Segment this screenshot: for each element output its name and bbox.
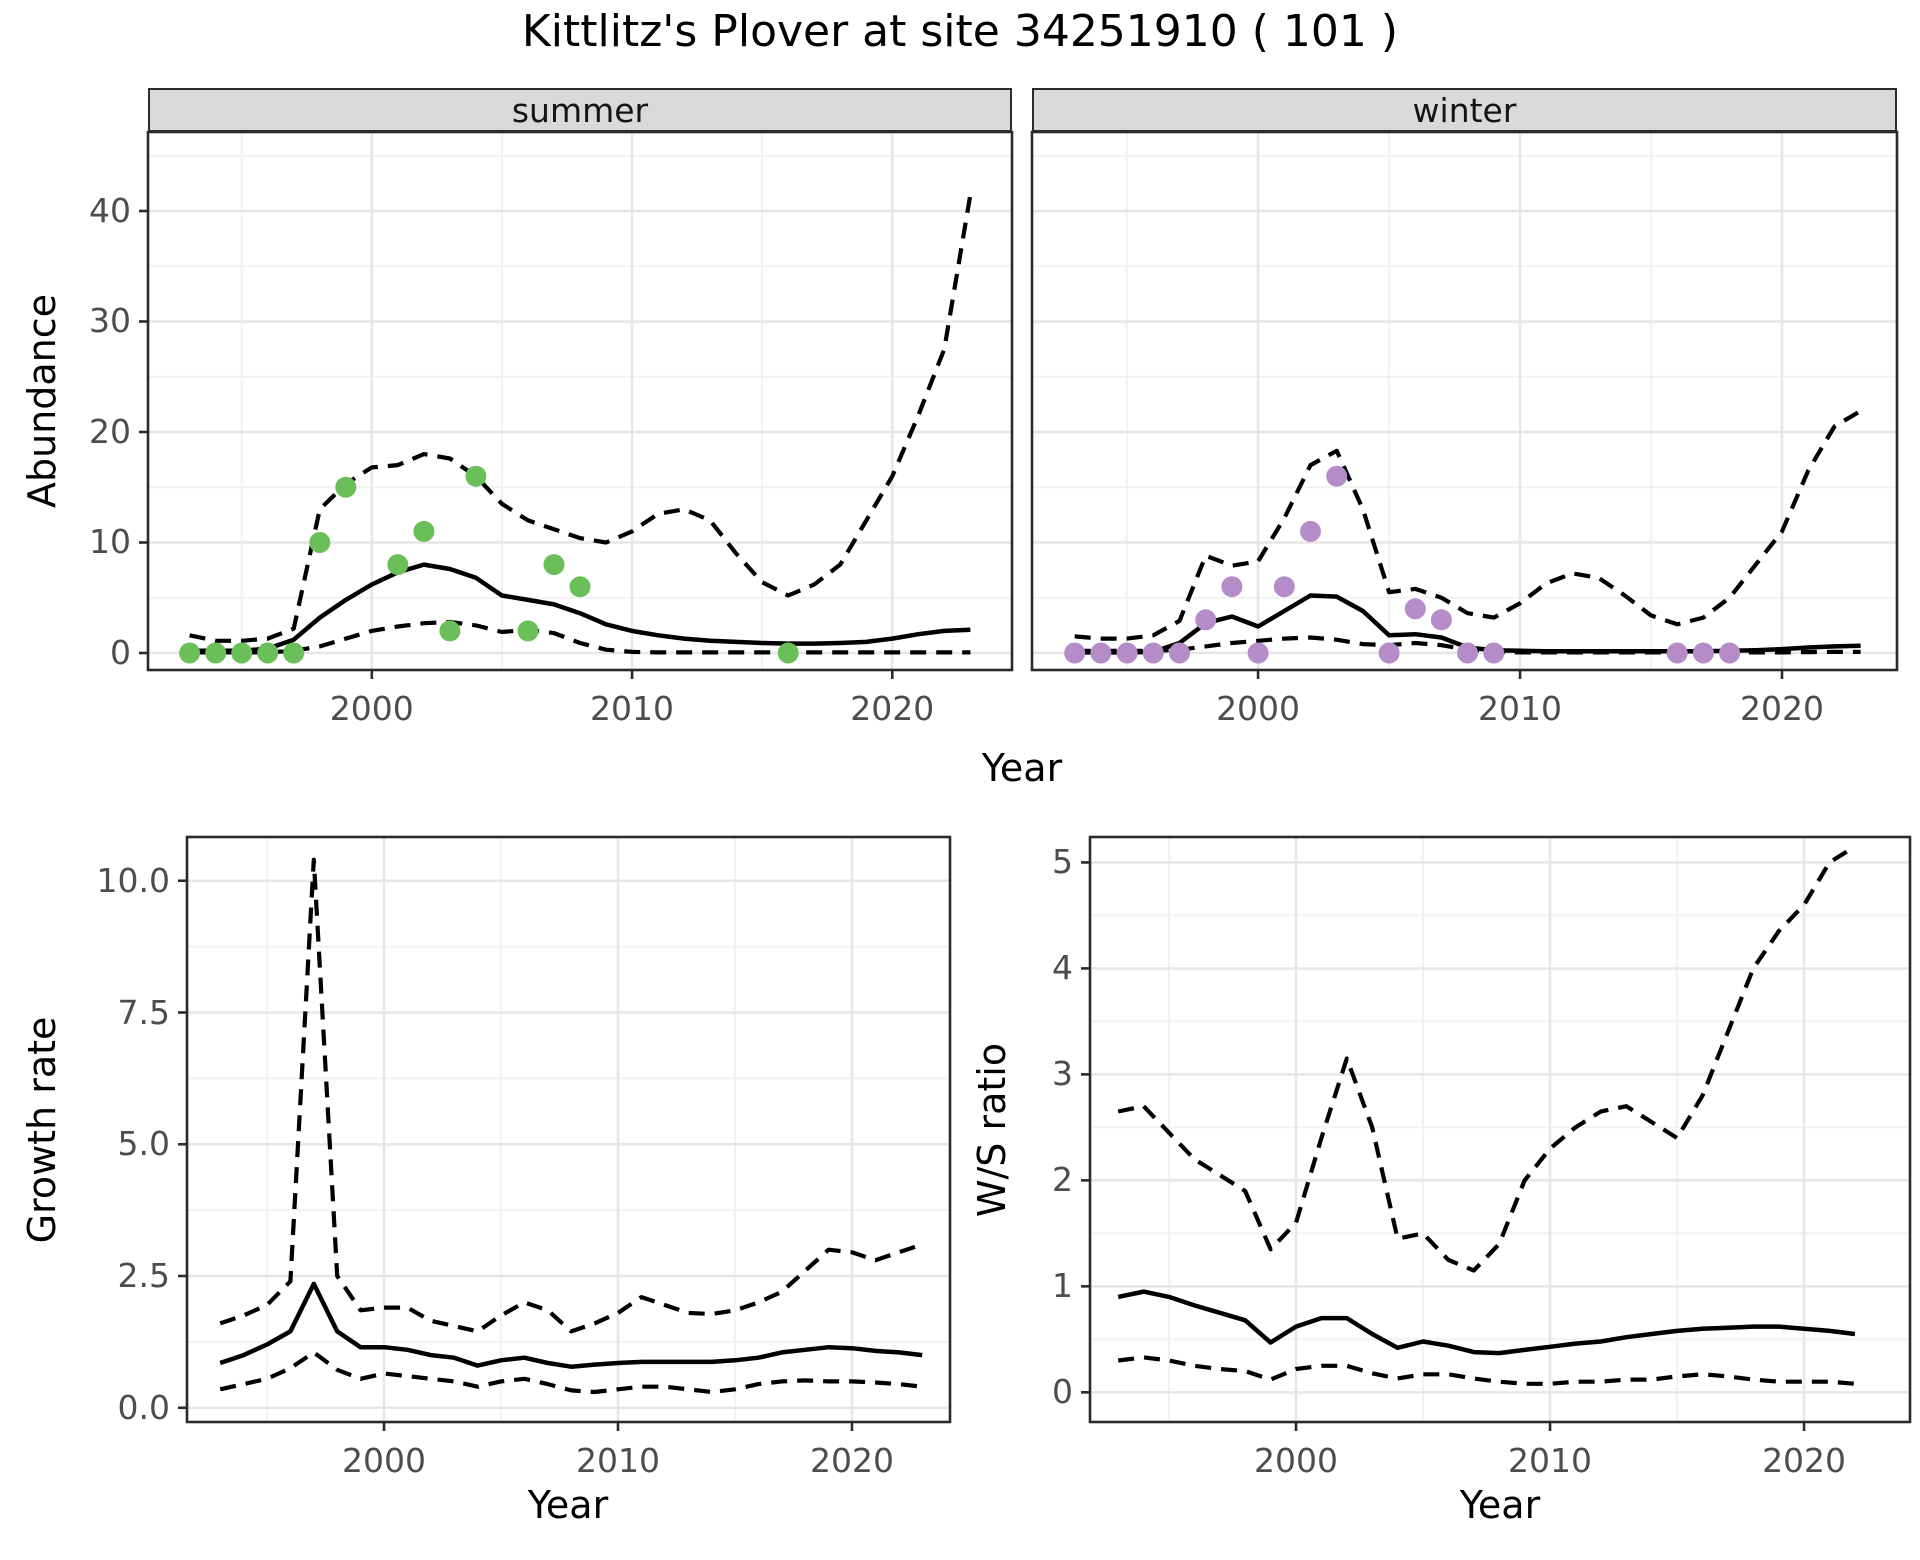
abundance-summer-data-point	[283, 642, 305, 664]
abundance-winter-data-point	[1483, 642, 1505, 664]
abundance-summer-y-tick-label: 20	[89, 411, 131, 451]
abundance-winter-data-point	[1692, 642, 1714, 664]
abundance-summer-data-point	[231, 642, 253, 664]
x-axis-title-growth: Year	[527, 1483, 609, 1527]
abundance-summer-data-point	[413, 520, 435, 542]
abundance-winter-data-point	[1142, 642, 1164, 664]
abundance-summer-y-tick-label: 30	[89, 301, 131, 341]
abundance-summer-y-tick-label: 0	[110, 632, 131, 672]
ws-ratio-upper_ci-line	[1117, 844, 1857, 1273]
facet-strip-winter-label: winter	[1412, 90, 1517, 130]
abundance-summer-data-point	[777, 642, 799, 664]
growth-rate-x-tick-label: 2000	[342, 1441, 426, 1480]
abundance-summer-data-point	[543, 554, 565, 576]
abundance-summer-median-line	[189, 562, 971, 654]
abundance-winter-data-point	[1430, 609, 1452, 631]
abundance-summer-panel-border	[146, 130, 1014, 672]
abundance-summer-x-tick-label: 2010	[590, 689, 675, 728]
ws-ratio-y-tick-label: 3	[1052, 1054, 1073, 1094]
ws-ratio-y-tick-label: 1	[1052, 1266, 1073, 1306]
abundance-summer-data-point	[465, 465, 487, 487]
ws-ratio-y-tick-label: 4	[1052, 948, 1073, 988]
ws-ratio-lower_ci-line	[1117, 1355, 1856, 1386]
growth-rate-y-tick-label: 2.5	[117, 1256, 170, 1295]
growth-rate-median-line	[219, 1281, 923, 1369]
abundance-summer-upper_ci-line	[189, 194, 973, 643]
facet-strip-summer-label: summer	[511, 90, 649, 130]
growth-rate-y-tick-label: 5.0	[117, 1124, 170, 1164]
abundance-summer-data-point	[205, 642, 227, 664]
abundance-winter-data-point	[1273, 576, 1295, 598]
abundance-summer-data-point	[517, 620, 539, 642]
growth-rate-panel-border	[185, 835, 952, 1424]
abundance-summer-data-point	[439, 620, 461, 642]
abundance-winter-data-point	[1064, 642, 1086, 664]
abundance-winter-data-point	[1300, 520, 1321, 542]
abundance-winter-panel-border	[1030, 130, 1899, 672]
abundance-winter-data-point	[1116, 642, 1138, 664]
abundance-summer-data-point	[257, 642, 279, 664]
abundance-winter-data-point	[1378, 642, 1400, 664]
abundance-winter-data-point	[1169, 642, 1190, 664]
ws-ratio-panel-border	[1088, 835, 1912, 1424]
abundance-summer-x-tick-label: 2000	[329, 689, 414, 728]
abundance-summer-data-point	[309, 532, 331, 553]
abundance-winter-data-point	[1247, 642, 1269, 664]
growth-rate-y-tick-label: 0.0	[117, 1387, 170, 1427]
growth-rate-lower_ci-line	[219, 1350, 923, 1395]
abundance-winter-panel-bg	[1032, 132, 1897, 670]
abundance-summer-data-point	[335, 476, 357, 498]
ws-ratio-y-tick-label: 5	[1052, 842, 1073, 882]
growth-rate-x-tick-label: 2010	[575, 1441, 660, 1480]
abundance-winter-x-tick-label: 2020	[1739, 689, 1824, 728]
growth-rate-y-tick-label: 10.0	[96, 860, 170, 900]
growth-rate-upper_ci-line	[219, 857, 923, 1334]
abundance-winter-data-point	[1404, 598, 1426, 620]
figure-title: Kittlitz's Plover at site 34251910 ( 101…	[521, 6, 1399, 57]
abundance-summer-data-point	[569, 576, 591, 598]
abundance-summer-y-tick-label: 40	[89, 191, 131, 230]
abundance-winter-data-point	[1195, 609, 1217, 631]
abundance-summer-x-tick-label: 2020	[850, 689, 935, 728]
ws-ratio-median-line	[1117, 1289, 1856, 1356]
abundance-summer-data-point	[387, 554, 409, 576]
ws-ratio-y-tick-label: 0	[1052, 1372, 1073, 1412]
facet-strip-winter: winter	[1032, 88, 1897, 132]
abundance-winter-data-point	[1221, 576, 1243, 598]
abundance-summer-data-point	[179, 642, 201, 664]
abundance-winter-data-point	[1666, 642, 1688, 664]
abundance-winter-data-point	[1326, 465, 1348, 487]
ws-ratio-panel-bg	[1090, 837, 1910, 1422]
ws-ratio-x-tick-label: 2020	[1762, 1441, 1847, 1480]
x-axis-title-ws: Year	[1459, 1483, 1541, 1527]
abundance-winter-x-tick-label: 2000	[1216, 689, 1301, 728]
growth-rate-panel-bg	[187, 837, 950, 1422]
growth-rate-x-tick-label: 2020	[809, 1441, 894, 1480]
x-axis-title-top: Year	[981, 746, 1063, 790]
abundance-winter-upper_ci-line	[1074, 409, 1862, 641]
abundance-winter-x-tick-label: 2010	[1478, 689, 1563, 728]
abundance-summer-lower_ci-line	[189, 619, 971, 655]
abundance-winter-data-point	[1090, 642, 1112, 664]
ws-ratio-x-tick-label: 2000	[1254, 1441, 1338, 1480]
ws-ratio-x-tick-label: 2010	[1508, 1441, 1593, 1480]
abundance-winter-data-point	[1457, 642, 1479, 664]
ws-ratio-y-tick-label: 2	[1052, 1160, 1073, 1200]
abundance-winter-data-point	[1719, 642, 1741, 664]
growth-rate-y-tick-label: 7.5	[117, 992, 170, 1032]
abundance-summer-y-tick-label: 10	[89, 522, 131, 562]
facet-strip-summer: summer	[148, 88, 1012, 132]
